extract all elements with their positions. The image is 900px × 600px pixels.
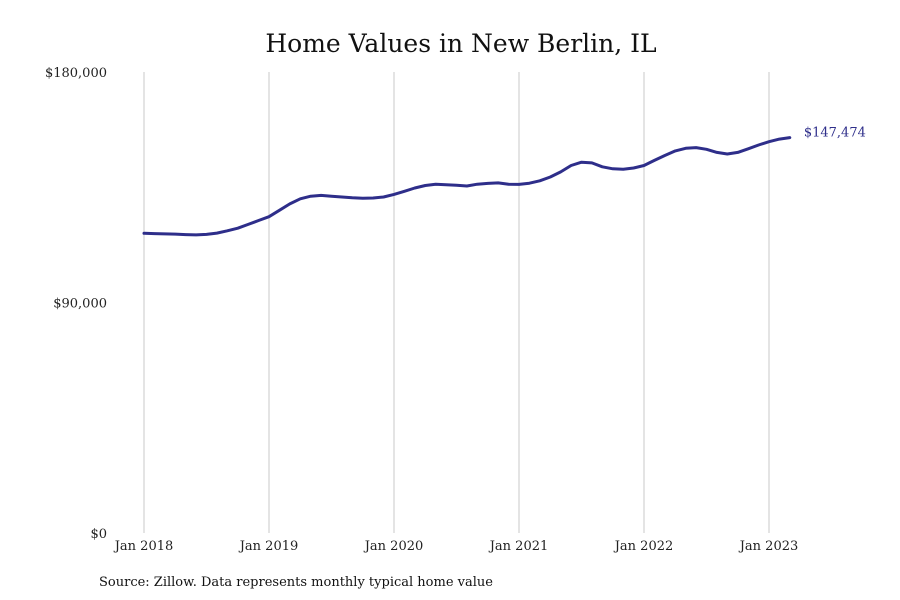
y-tick-label: $180,000 xyxy=(45,66,107,81)
series-line xyxy=(142,136,792,237)
x-tick-label: Jan 2023 xyxy=(738,539,799,554)
x-tick-label: Jan 2018 xyxy=(113,539,174,554)
chart-title: Home Values in New Berlin, IL xyxy=(265,29,656,58)
x-tick-label: Jan 2019 xyxy=(238,539,299,554)
y-axis-ticks: $0 $90,000 $180,000 xyxy=(45,66,107,542)
y-tick-label: $0 xyxy=(90,527,107,542)
x-tick-label: Jan 2022 xyxy=(613,539,674,554)
series-layer: $147,474 xyxy=(142,126,866,237)
source-note: Source: Zillow. Data represents monthly … xyxy=(99,575,493,590)
x-axis-ticks: Jan 2018 Jan 2019 Jan 2020 Jan 2021 Jan 2022… xyxy=(113,539,799,554)
x-tick-label: Jan 2021 xyxy=(488,539,549,554)
gridlines xyxy=(143,72,770,533)
x-tick-label: Jan 2020 xyxy=(363,539,424,554)
end-value-label: $147,474 xyxy=(804,126,866,141)
y-tick-label: $90,000 xyxy=(53,297,107,312)
